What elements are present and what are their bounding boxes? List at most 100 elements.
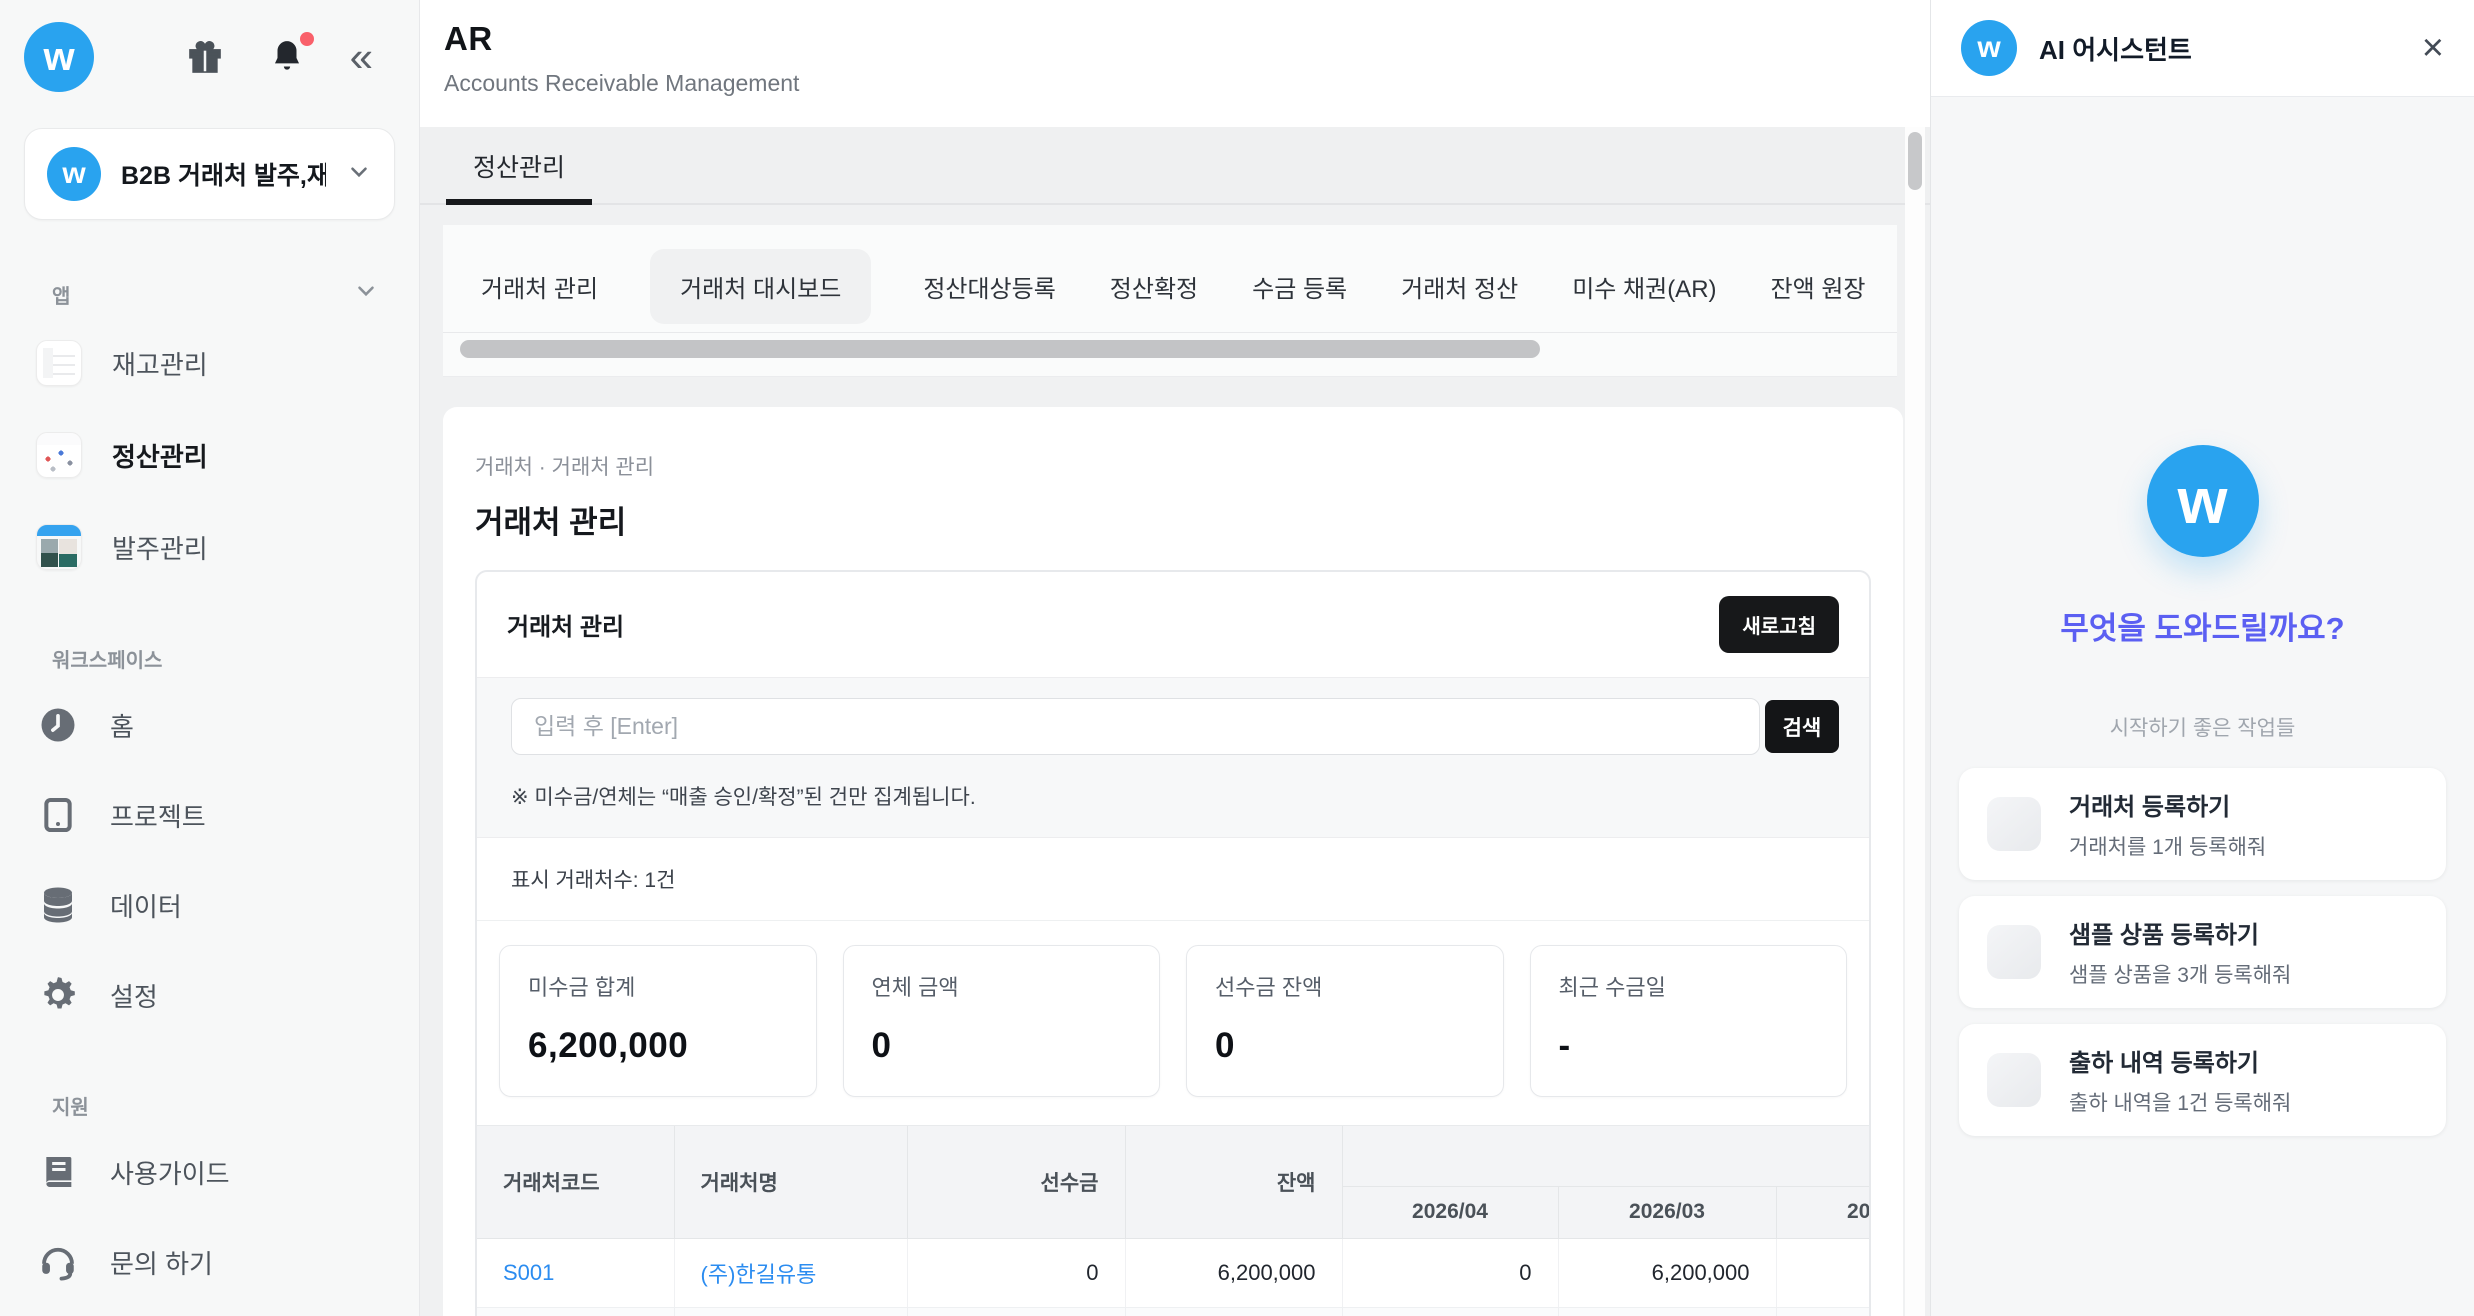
subtab-partner-dashboard[interactable]: 거래처 대시보드 <box>650 249 872 324</box>
stat-label: 연체 금액 <box>871 975 959 1000</box>
gift-icon[interactable] <box>186 38 224 76</box>
partner-code-link[interactable]: S001 <box>503 1259 555 1285</box>
section-label: 지원 <box>52 1097 89 1119</box>
main-vertical-scrollbar-thumb[interactable] <box>1908 132 1922 190</box>
partner-management-panel: 거래처 관리 새로고침 검색 ※ 미수금/연체는 “매출 승인/확정”된 건만 … <box>475 570 1871 1316</box>
search-button[interactable]: 검색 <box>1765 700 1839 753</box>
clock-icon <box>36 703 80 747</box>
main-region: AR Accounts Receivable Management 정산관리 거… <box>420 0 1930 1316</box>
workspace-logo: w <box>47 145 101 203</box>
stat-card-advance-balance: 선수금 잔액 0 <box>1186 945 1504 1097</box>
col-header-name[interactable]: 거래처명 <box>674 1126 908 1239</box>
assistant-title: AI 어시스턴트 <box>2039 34 2192 65</box>
suggestion-cards: 거래처 등록하기 거래처를 1개 등록해줘 샘플 상품 등록하기 샘플 상품을 … <box>1931 768 2474 1136</box>
breadcrumb: 거래처 · 거래처 관리 <box>475 456 655 479</box>
database-icon <box>36 883 80 927</box>
sidebar-item-label: 문의 하기 <box>110 1248 213 1279</box>
cell-month-3 <box>1776 1238 1869 1308</box>
subtab-partner-management[interactable]: 거래처 관리 <box>481 276 599 303</box>
stat-card-receivables: 미수금 합계 6,200,000 <box>499 945 817 1097</box>
section-collapse-icon[interactable] <box>353 278 379 310</box>
stat-label: 최근 수금일 <box>1558 975 1666 1000</box>
total-name-empty <box>674 1307 908 1316</box>
page-card: 거래처 · 거래처 관리 거래처 관리 거래처 관리 새로고침 검색 ※ 미수금… <box>443 407 1903 1316</box>
col-header-balance[interactable]: 잔액 <box>1125 1126 1343 1239</box>
book-icon <box>36 1150 80 1194</box>
sidebar-item-guide[interactable]: 사용가이드 <box>0 1134 419 1210</box>
module-header: AR Accounts Receivable Management <box>420 0 1930 127</box>
cell-month-1: 0 <box>1342 1238 1559 1308</box>
subtab-ar-receivables[interactable]: 미수 채권(AR) <box>1572 276 1717 303</box>
stat-card-last-collection: 최근 수금일 - <box>1529 945 1847 1097</box>
subtab-settlement-confirm[interactable]: 정산확정 <box>1109 276 1199 303</box>
assistant-big-logo: w <box>2146 445 2259 557</box>
subtab-settlement-target[interactable]: 정산대상등록 <box>923 276 1056 303</box>
displayed-count: 표시 거래처수: 1건 <box>477 838 1869 921</box>
col-header-code[interactable]: 거래처코드 <box>477 1126 675 1239</box>
suggestion-card-register-shipment[interactable]: 출하 내역 등록하기 출하 내역을 1건 등록해줘 <box>1959 1024 2446 1136</box>
headset-icon <box>36 1240 80 1284</box>
refresh-button[interactable]: 새로고침 <box>1719 596 1839 653</box>
sidebar-item-settings[interactable]: 설정 <box>0 957 419 1033</box>
col-header-month-3[interactable]: 2026/02 <box>1776 1186 1869 1239</box>
partner-table-wrapper: 거래처코드 거래처명 선수금 잔액 2026/04 2026/03 2026/0… <box>477 1125 1869 1316</box>
sidebar-item-contact[interactable]: 문의 하기 <box>0 1224 419 1300</box>
suggestion-card-register-sample-products[interactable]: 샘플 상품 등록하기 샘플 상품을 3개 등록해줘 <box>1959 896 2446 1008</box>
assistant-logo: w <box>1961 20 2017 76</box>
sidebar-item-label: 정산관리 <box>112 441 208 472</box>
workspace-selector-label: B2B 거래처 발주,재고... <box>121 162 326 190</box>
sidebar-item-settlement[interactable]: 정산관리 <box>0 416 419 494</box>
panel-header: 거래처 관리 새로고침 <box>477 572 1869 677</box>
col-header-month-1[interactable]: 2026/04 <box>1342 1186 1559 1239</box>
subtab-balance-ledger[interactable]: 잔액 원장 <box>1770 276 1866 303</box>
suggestion-desc: 거래처를 1개 등록해줘 <box>2069 836 2267 859</box>
subtab-collection-register[interactable]: 수금 등록 <box>1252 276 1348 303</box>
sidebar-item-inventory[interactable]: 재고관리 <box>0 324 419 402</box>
sidebar: w « w B2B 거래처 발주,재고... 앱 <box>0 0 420 1316</box>
stat-label: 미수금 합계 <box>528 975 636 1000</box>
total-month-1: 0 <box>1342 1307 1559 1316</box>
close-icon[interactable]: × <box>2421 27 2444 69</box>
subtab-scrollbar <box>460 340 1897 358</box>
panel-title: 거래처 관리 <box>507 614 625 641</box>
section-label: 앱 <box>52 285 71 308</box>
search-row: 검색 <box>511 698 1839 755</box>
assistant-body: w 무엇을 도와드릴까요? 시작하기 좋은 작업들 거래처 등록하기 거래처를 … <box>1931 97 2474 1316</box>
sidebar-item-label: 사용가이드 <box>110 1158 230 1189</box>
gear-icon <box>36 973 80 1017</box>
partner-name-link[interactable]: (주)한길유통 <box>700 1261 817 1287</box>
cell-advance: 0 <box>907 1238 1126 1308</box>
cell-month-2: 6,200,000 <box>1558 1238 1777 1308</box>
sidebar-item-label: 데이터 <box>110 891 182 922</box>
notification-dot <box>299 32 314 46</box>
sidebar-section-support: 지원 <box>0 1091 419 1120</box>
col-header-month-2[interactable]: 2026/03 <box>1558 1186 1777 1239</box>
sidebar-item-home[interactable]: 홈 <box>0 687 419 763</box>
sidebar-item-ordering[interactable]: 발주관리 <box>0 508 419 586</box>
search-input[interactable] <box>511 698 1760 755</box>
brand-logo[interactable]: w <box>24 22 94 92</box>
sidebar-top-bar: w « <box>0 0 419 92</box>
notification-bell-icon[interactable] <box>268 32 314 76</box>
table-total-row: 합계 0 6,200,000 0 6,200,000 <box>477 1307 1869 1316</box>
sidebar-item-data[interactable]: 데이터 <box>0 867 419 943</box>
subtab-partner-settlement[interactable]: 거래처 정산 <box>1401 276 1519 303</box>
assistant-header: w AI 어시스턴트 × <box>1931 0 2474 97</box>
module-tab-strip: 정산관리 <box>420 127 1930 205</box>
tab-settlement-management[interactable]: 정산관리 <box>472 154 565 182</box>
suggestion-card-register-partner[interactable]: 거래처 등록하기 거래처를 1개 등록해줘 <box>1959 768 2446 880</box>
sidebar-collapse-icon[interactable]: « <box>349 33 373 80</box>
subtab-scrollbar-thumb[interactable] <box>460 340 1540 358</box>
suggestion-desc: 출하 내역을 1건 등록해줘 <box>2069 1092 2292 1115</box>
main-vertical-scrollbar <box>1905 127 1925 1316</box>
col-header-advance[interactable]: 선수금 <box>907 1126 1126 1239</box>
sidebar-item-label: 홈 <box>110 711 134 742</box>
stat-value: 0 <box>1215 1026 1235 1065</box>
table-row[interactable]: S001 (주)한길유통 0 6,200,000 0 6,200,000 <box>477 1238 1869 1308</box>
subtab-divider <box>443 332 1897 333</box>
sidebar-item-project[interactable]: 프로젝트 <box>0 777 419 853</box>
subtab-row: 거래처 관리 거래처 대시보드 정산대상등록 정산확정 수금 등록 거래처 정산… <box>443 225 1897 324</box>
workspace-selector[interactable]: w B2B 거래처 발주,재고... <box>24 128 395 220</box>
stat-value: - <box>1558 1026 1571 1065</box>
